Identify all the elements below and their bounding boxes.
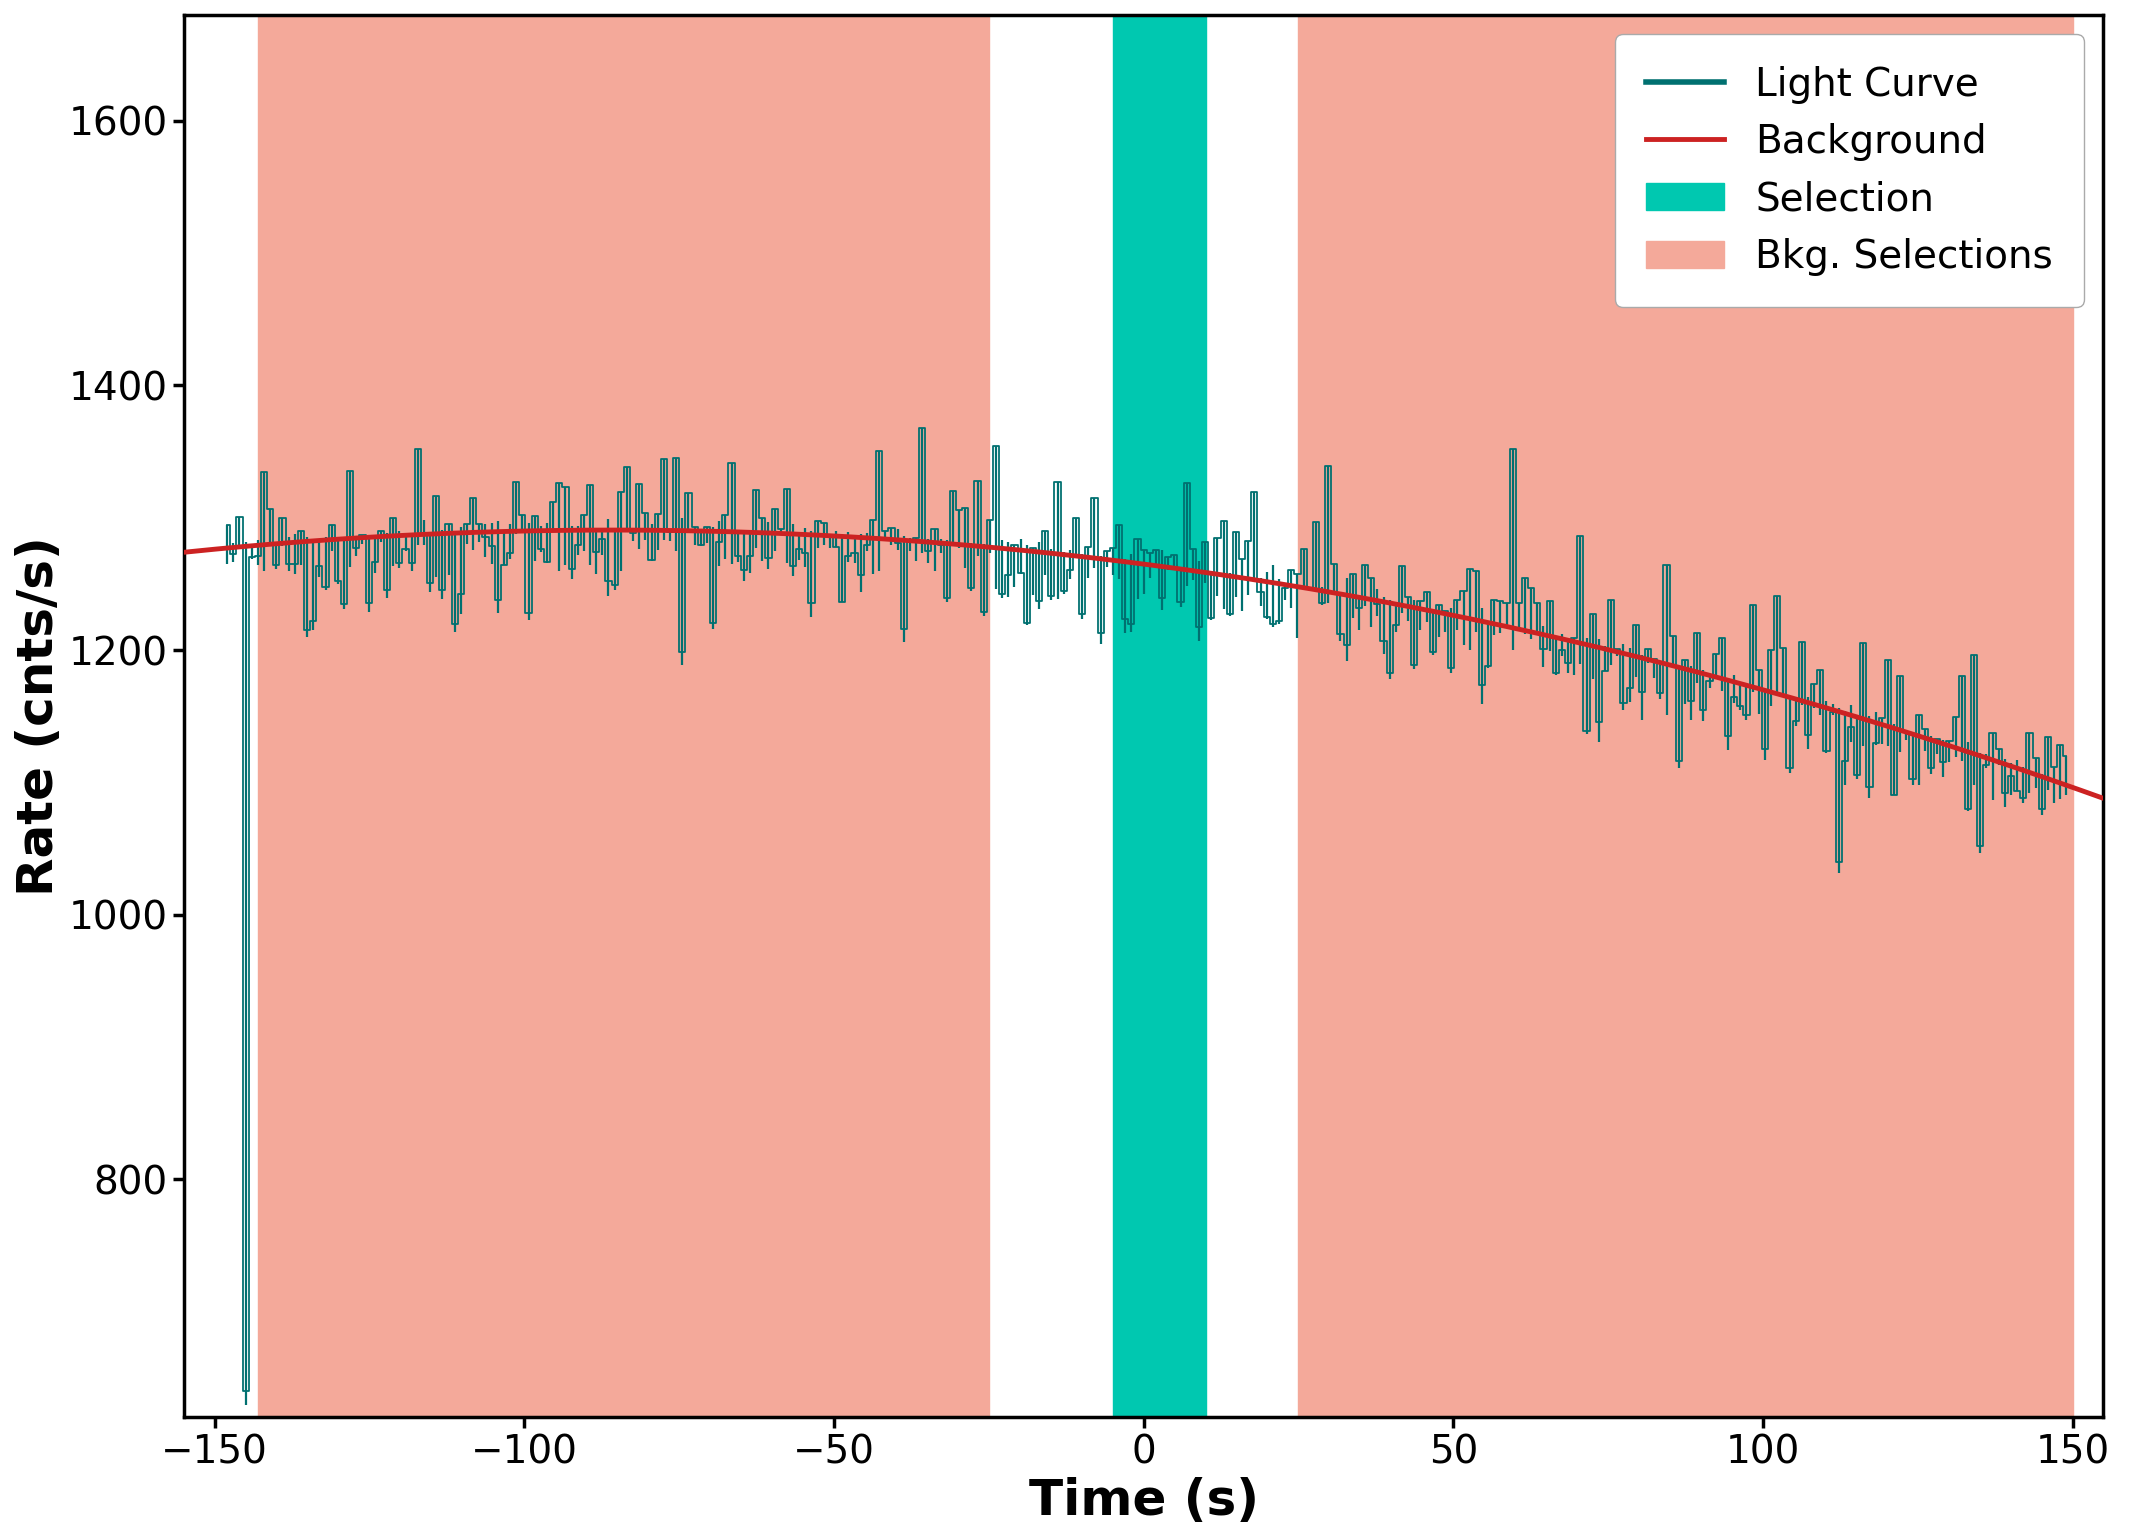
Bar [258, 15, 988, 1417]
Bar [1113, 15, 1205, 1417]
Legend: Light Curve, Background, Selection, Bkg. Selections: Light Curve, Background, Selection, Bkg.… [1616, 34, 2084, 306]
X-axis label: Time (s): Time (s) [1028, 1477, 1258, 1525]
Y-axis label: Rate (cnts/s): Rate (cnts/s) [15, 536, 64, 896]
Bar [1299, 15, 2072, 1417]
